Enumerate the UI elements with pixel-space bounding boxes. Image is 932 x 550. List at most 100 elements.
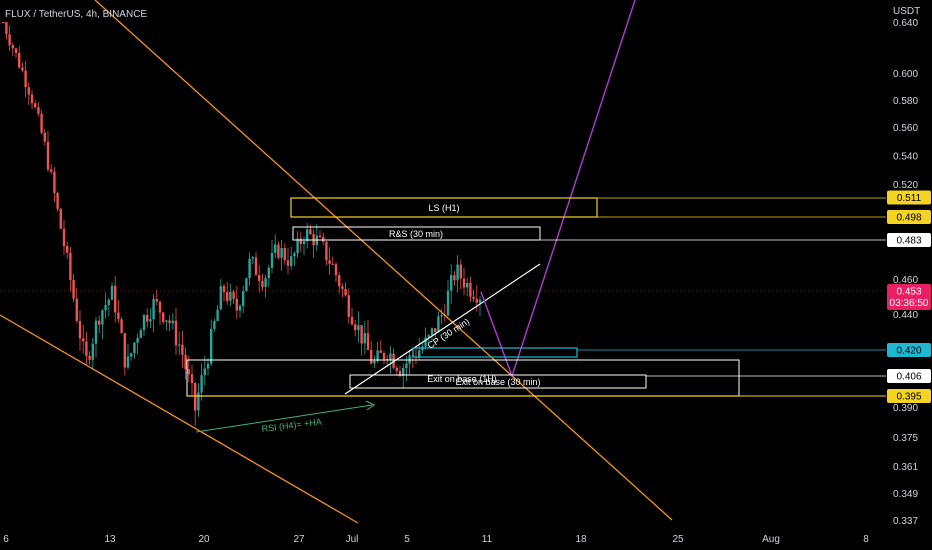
price-badge xyxy=(887,284,931,310)
candle-body xyxy=(200,375,203,393)
candle-body xyxy=(213,320,216,329)
candle-body xyxy=(261,280,264,287)
candle-body xyxy=(50,169,53,172)
y-tick-labels: 0.640 0.600 0.580 0.560 0.540 0.520 0.498 0.460… xyxy=(893,18,918,527)
candle-body xyxy=(318,235,322,237)
candle-body xyxy=(8,34,11,46)
candle-body xyxy=(459,264,462,279)
candle-body xyxy=(405,363,408,369)
candle-body xyxy=(229,291,232,301)
candle-body xyxy=(168,320,171,324)
ls-h1-label: LS (H1) xyxy=(428,203,459,213)
candle-body xyxy=(446,290,450,316)
candle-body xyxy=(418,350,421,358)
candle-body xyxy=(453,275,456,281)
y-tick-label: 0.540 xyxy=(893,152,918,163)
candle-body xyxy=(94,320,98,344)
candle-body xyxy=(11,45,14,49)
candle-body xyxy=(370,349,373,364)
candle-body xyxy=(187,369,190,375)
candle-body xyxy=(190,374,194,384)
candle-body xyxy=(197,392,200,411)
candle-body xyxy=(264,278,267,287)
candle-body xyxy=(62,228,66,247)
y-tick-label: 0.560 xyxy=(893,123,918,134)
y-tick-label: 0.390 xyxy=(893,403,918,414)
y-tick-label: 0.375 xyxy=(893,433,918,444)
candle-body xyxy=(478,299,482,303)
candle-body xyxy=(162,312,165,322)
y-tick-label: 0.440 xyxy=(893,310,918,321)
candle-body xyxy=(2,22,5,23)
currency-label: USDT xyxy=(893,6,920,17)
candle-body xyxy=(395,367,398,371)
candle-body xyxy=(206,363,210,369)
candle-body xyxy=(392,353,395,368)
candle-body xyxy=(110,285,114,300)
candle-body xyxy=(469,282,472,297)
symbol-title: FLUX / TetherUS, 4h, BINANCE xyxy=(5,9,147,20)
candle-body xyxy=(398,370,402,376)
candle-body xyxy=(376,350,379,361)
candle-body xyxy=(475,298,478,303)
candle-body xyxy=(290,256,293,266)
candle-body xyxy=(408,355,411,364)
cyan-zone[interactable] xyxy=(412,347,578,358)
candle-body xyxy=(331,263,334,265)
candle-body xyxy=(267,267,270,279)
candle-body xyxy=(101,310,104,325)
x-tick-label: 11 xyxy=(482,534,493,545)
candle-body xyxy=(299,238,302,245)
price-badge xyxy=(887,210,931,224)
candle-body xyxy=(43,132,46,142)
candle-body xyxy=(472,296,475,299)
price-axis[interactable] xyxy=(886,0,932,550)
candle-body xyxy=(66,246,69,253)
candle-body xyxy=(350,316,354,325)
price-badge xyxy=(887,369,931,383)
candle-body xyxy=(344,289,347,296)
candle-body xyxy=(334,264,338,276)
candle-body xyxy=(75,298,78,322)
x-tick-label: 20 xyxy=(198,534,210,545)
candle-body xyxy=(107,299,110,306)
candle-body xyxy=(357,325,360,331)
candle-body xyxy=(171,320,174,324)
candle-body xyxy=(286,260,290,266)
candle-body xyxy=(363,333,366,344)
candle-body xyxy=(210,328,213,364)
candle-body xyxy=(382,352,386,360)
candle-body xyxy=(14,48,18,53)
candle-body xyxy=(232,291,235,299)
candle-body xyxy=(117,312,120,320)
candle-body xyxy=(174,320,178,346)
exit-base-30min-zone[interactable] xyxy=(349,374,647,389)
x-tick-label: 6 xyxy=(3,534,9,545)
candle-body xyxy=(219,286,222,310)
candle-body xyxy=(114,285,117,313)
x-tick-label: 5 xyxy=(404,534,410,545)
candle-body xyxy=(293,253,296,257)
candle-body xyxy=(430,328,434,336)
candle-body xyxy=(69,252,72,280)
candle-body xyxy=(306,229,309,242)
candle-body xyxy=(338,275,341,287)
price-badge-value: 0.511 xyxy=(897,193,922,204)
candle-body xyxy=(216,309,219,321)
candle-body xyxy=(165,320,168,322)
price-badge xyxy=(887,343,931,357)
candle-body xyxy=(245,278,248,291)
candle-body xyxy=(251,257,254,259)
candle-body xyxy=(277,244,280,258)
y-tick-label: 0.640 xyxy=(893,18,918,29)
candle-body xyxy=(462,278,466,288)
rs-30min-zone[interactable] xyxy=(292,226,541,241)
candle-body xyxy=(178,344,181,346)
candle-body xyxy=(37,107,40,114)
price-badge xyxy=(887,233,931,247)
rsi-arrow-head-icon xyxy=(365,400,375,411)
candle-body xyxy=(440,314,443,317)
candle-body xyxy=(30,94,34,104)
y-tick-label: 0.337 xyxy=(893,516,918,527)
